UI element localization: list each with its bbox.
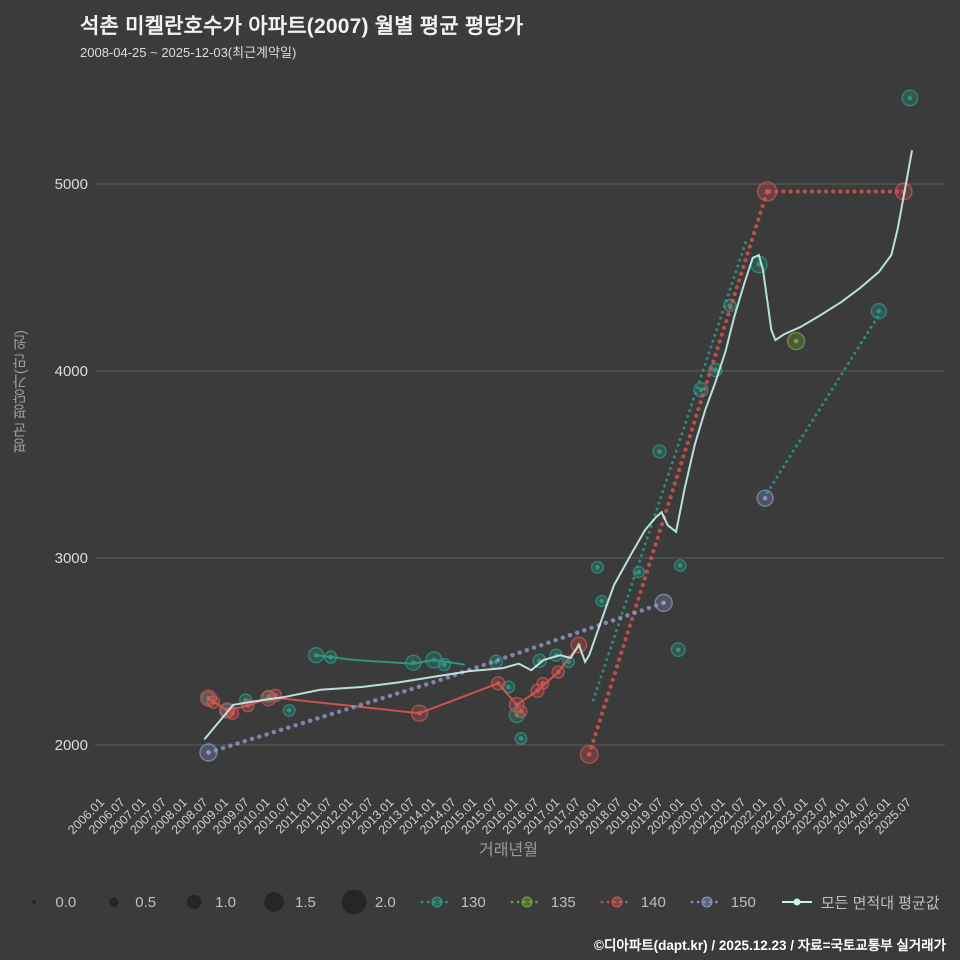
- size-legend-item: 1.0: [180, 888, 236, 916]
- size-legend-dot-icon: [186, 894, 202, 910]
- series-legend-label: 140: [640, 893, 666, 911]
- data-point-center: [793, 338, 799, 344]
- series-marker-icon: [420, 896, 454, 908]
- data-point-center: [675, 647, 681, 652]
- size-legend-label: 1.0: [215, 893, 236, 911]
- legend-item-140[interactable]: 140: [600, 894, 666, 911]
- size-legend-dot-icon: [264, 892, 284, 912]
- data-point-center: [636, 569, 642, 575]
- data-point-center: [657, 449, 662, 454]
- data-point-center: [756, 262, 762, 267]
- footer-credit: ©디아파트(dapt.kr) / 2025.12.23 / 자료=국토교통부 실…: [594, 938, 946, 953]
- size-legend-dot-icon: [109, 897, 119, 907]
- data-point-center: [555, 669, 561, 675]
- data-point-center: [230, 710, 235, 716]
- data-point-center: [431, 657, 437, 663]
- trend-dotted-line: [587, 189, 770, 757]
- data-point-center: [876, 308, 882, 314]
- data-point-center: [698, 387, 704, 393]
- series-모든 면적대 평균값: [203, 150, 913, 741]
- data-point-center: [540, 680, 546, 686]
- trend-dotted-line: [591, 238, 748, 702]
- trend-dotted-line: [206, 600, 666, 755]
- size-legend-item: 2.0: [340, 888, 396, 916]
- x-axis-title: 거래년월: [479, 842, 538, 859]
- data-point-center: [713, 367, 718, 373]
- data-point-center: [286, 708, 292, 713]
- series-marker-icon: [510, 896, 544, 908]
- series-135: [786, 331, 806, 351]
- series-legend-label: 130: [460, 893, 486, 911]
- series-marker-icon: [690, 896, 724, 908]
- size-legend-label: 2.0: [374, 893, 396, 911]
- data-point-center: [313, 652, 319, 658]
- data-point-center: [211, 699, 216, 705]
- page-title: 석촌 미켈란호수가 아파트(2007) 월별 평균 평당가: [80, 15, 524, 38]
- data-point-center: [518, 709, 524, 714]
- data-point-center: [907, 95, 913, 101]
- y-tick-label: 4000: [55, 363, 88, 380]
- series-marker-icon: [600, 896, 634, 908]
- size-legend-item: 0.5: [100, 888, 156, 916]
- data-point-center: [206, 750, 211, 755]
- size-legend-item: 1.5: [260, 888, 316, 916]
- series-marker-icon: [781, 898, 812, 906]
- data-point-center: [417, 710, 422, 716]
- data-point-center: [245, 703, 251, 709]
- size-legend-item: 0.0: [20, 888, 76, 916]
- data-point-center: [595, 565, 600, 570]
- data-point-center: [661, 600, 666, 606]
- legend-item-130[interactable]: 130: [420, 894, 486, 911]
- data-point-center: [411, 660, 416, 666]
- trend-dotted-line: [765, 313, 881, 495]
- y-tick-label: 2000: [55, 737, 88, 754]
- chart-legend: 0.0 0.5 1.0 1.5 2.0 130 135 140 150 모든 면적대 평균값: [0, 888, 960, 916]
- series-legend-label: 150: [730, 893, 756, 911]
- size-legend-dot-icon: [341, 889, 367, 915]
- size-legend-dot-icon: [32, 900, 37, 904]
- data-point-center: [535, 688, 540, 694]
- data-point-center: [762, 495, 768, 501]
- page-subtitle: 2008-04-25 ~ 2025-12-03(최근계약일): [80, 45, 297, 60]
- series-line: [203, 150, 913, 741]
- y-tick-label: 3000: [55, 550, 88, 567]
- series-140: [199, 181, 913, 764]
- data-point-center: [677, 563, 683, 568]
- legend-item-모든 면적대 평균값[interactable]: 모든 면적대 평균값: [780, 892, 940, 913]
- data-point-center: [518, 736, 524, 741]
- series-150: [199, 489, 774, 762]
- legend-item-150[interactable]: 150: [690, 894, 756, 911]
- data-point-center: [586, 752, 592, 757]
- size-legend-label: 1.5: [294, 893, 316, 911]
- legend-item-135[interactable]: 135: [510, 894, 576, 911]
- size-legend-label: 0.0: [55, 893, 77, 911]
- data-point-center: [328, 654, 333, 660]
- y-axis-title: 평균 평당가(만 원): [12, 330, 29, 454]
- series-130: [201, 89, 919, 745]
- series-legend-label: 135: [550, 893, 576, 911]
- series-legend-label: 모든 면적대 평균값: [820, 894, 940, 912]
- data-point-center: [273, 693, 278, 698]
- data-point-center: [495, 680, 501, 686]
- data-point-center: [442, 662, 447, 667]
- data-point-center: [764, 189, 770, 194]
- y-tick-label: 5000: [55, 176, 88, 193]
- size-legend-label: 0.5: [135, 893, 157, 911]
- data-point-center: [599, 598, 604, 604]
- data-point-center: [506, 684, 511, 690]
